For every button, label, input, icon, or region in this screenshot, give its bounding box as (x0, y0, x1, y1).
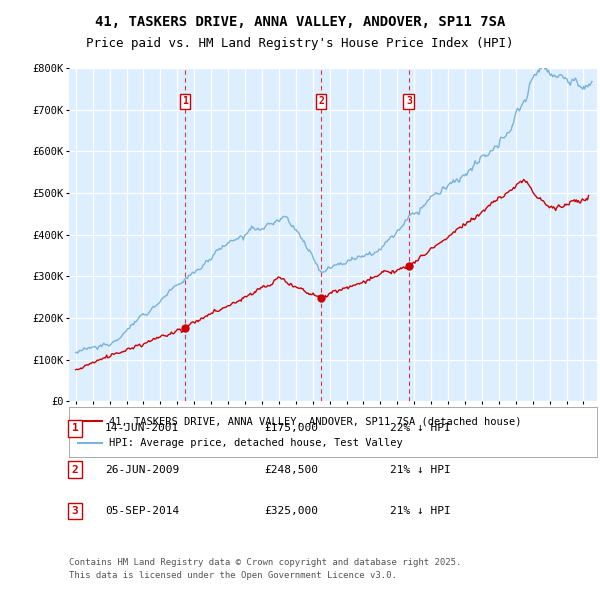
Text: 21% ↓ HPI: 21% ↓ HPI (390, 506, 451, 516)
Text: £175,000: £175,000 (264, 424, 318, 433)
Text: £325,000: £325,000 (264, 506, 318, 516)
Text: HPI: Average price, detached house, Test Valley: HPI: Average price, detached house, Test… (109, 438, 403, 448)
Text: 26-JUN-2009: 26-JUN-2009 (105, 465, 179, 474)
Text: 1: 1 (71, 424, 79, 433)
Text: 2: 2 (318, 96, 324, 106)
Text: £248,500: £248,500 (264, 465, 318, 474)
Text: 3: 3 (406, 96, 412, 106)
Text: 21% ↓ HPI: 21% ↓ HPI (390, 465, 451, 474)
Text: 1: 1 (182, 96, 188, 106)
Text: 41, TASKERS DRIVE, ANNA VALLEY, ANDOVER, SP11 7SA: 41, TASKERS DRIVE, ANNA VALLEY, ANDOVER,… (95, 15, 505, 29)
Text: 3: 3 (71, 506, 79, 516)
Text: Price paid vs. HM Land Registry's House Price Index (HPI): Price paid vs. HM Land Registry's House … (86, 37, 514, 50)
Text: Contains HM Land Registry data © Crown copyright and database right 2025.: Contains HM Land Registry data © Crown c… (69, 558, 461, 566)
Text: 2: 2 (71, 465, 79, 474)
Text: 41, TASKERS DRIVE, ANNA VALLEY, ANDOVER, SP11 7SA (detached house): 41, TASKERS DRIVE, ANNA VALLEY, ANDOVER,… (109, 416, 521, 426)
Text: 14-JUN-2001: 14-JUN-2001 (105, 424, 179, 433)
Text: This data is licensed under the Open Government Licence v3.0.: This data is licensed under the Open Gov… (69, 571, 397, 580)
Text: 22% ↓ HPI: 22% ↓ HPI (390, 424, 451, 433)
Text: 05-SEP-2014: 05-SEP-2014 (105, 506, 179, 516)
